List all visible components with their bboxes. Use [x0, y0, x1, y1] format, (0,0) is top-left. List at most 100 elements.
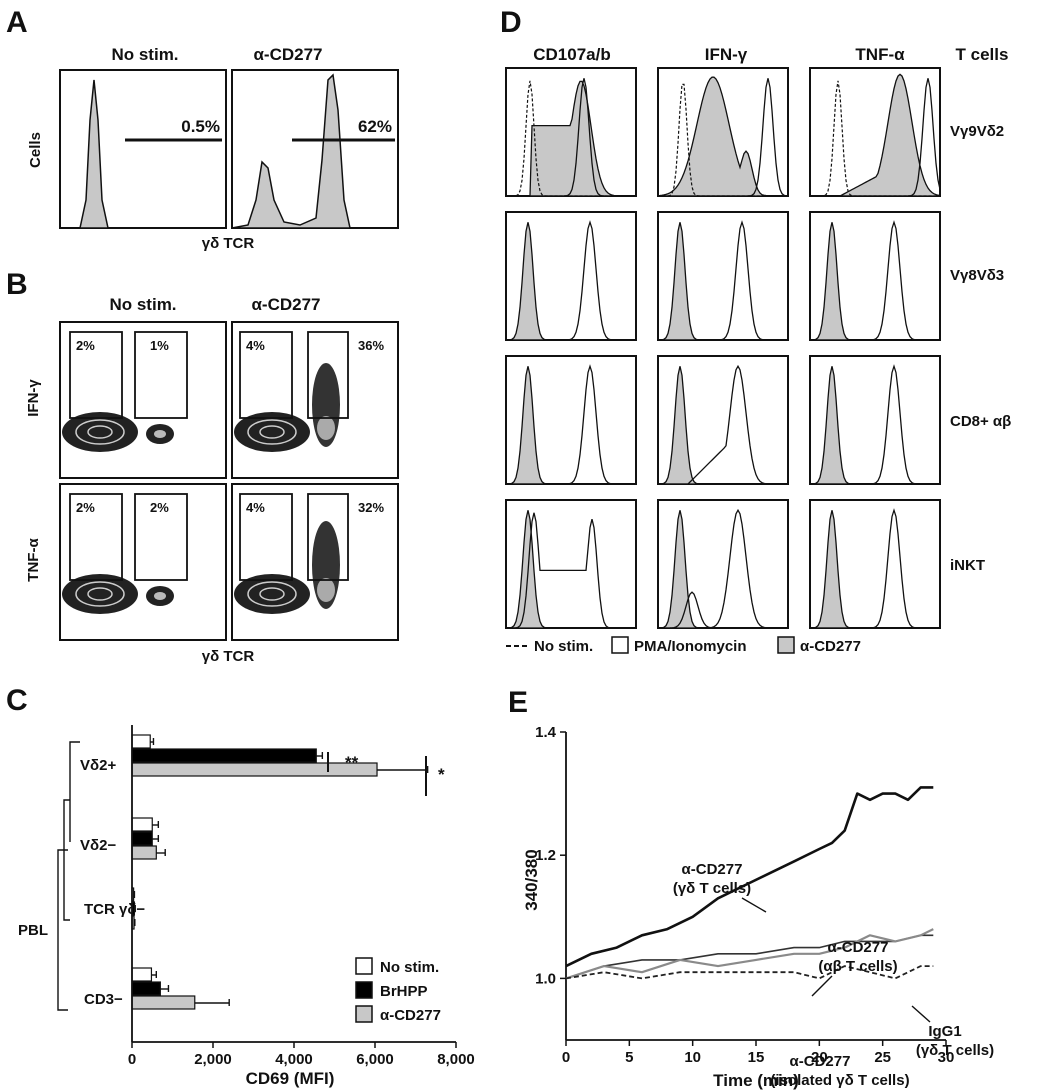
- panel-c-x-tick-label: 4,000: [275, 1051, 313, 1068]
- panel-c-bar: [131, 845, 157, 860]
- panel-e-annotation-2: (γδ T cells): [673, 880, 751, 897]
- panel-b-gate-r1c1-b: 1%: [150, 338, 169, 353]
- panel-a-y-label: Cells: [27, 132, 44, 168]
- panel-d-histogram-cell: [809, 211, 941, 341]
- panel-b-gate-r2c2-b: 32%: [358, 500, 384, 515]
- panel-c-legend-label-3: α-CD277: [380, 1007, 441, 1024]
- panel-c-row-label-2: Vδ2−: [80, 837, 116, 854]
- panel-c-row-label-1: Vδ2+: [80, 757, 116, 774]
- panel-d-open-histogram: [658, 220, 788, 341]
- panel-c-bar: [131, 995, 196, 1010]
- panel-e-annotation-1: α-CD277: [682, 861, 743, 878]
- panel-e-x-tick-label: 20: [811, 1049, 828, 1066]
- panel-d-histogram-grid: [505, 67, 941, 629]
- panel-a-col-title-2: α-CD277: [253, 45, 322, 64]
- panel-c-sig-mark-2: *: [438, 765, 445, 784]
- panel-b-gate-r2c2-a: 4%: [246, 500, 265, 515]
- panel-d-histogram-cell: [657, 499, 789, 629]
- panel-e-annotation-pointer-2: [811, 975, 833, 997]
- panel-e-annotation-5: IgG1: [928, 1023, 961, 1040]
- panel-d-row-label-1: Vγ9Vδ2: [950, 123, 1004, 140]
- panel-c-x-tick-label: 6,000: [356, 1051, 394, 1068]
- panel-d-histogram-cell: [657, 211, 789, 341]
- panel-d-col-title-3: TNF-α: [855, 45, 905, 64]
- panel-c-bar: [131, 981, 161, 996]
- panel-d-histogram-frame: [809, 67, 941, 197]
- panel-b-plot-r1c1: 2% 1%: [59, 321, 227, 479]
- panel-a-x-label: γδ TCR: [202, 235, 255, 252]
- panel-b-gate-r1c2-b: 36%: [358, 338, 384, 353]
- panel-a-hist-peak-2: [231, 73, 351, 229]
- panel-c-sig-mark-1: **: [345, 753, 359, 772]
- panel-d-row-label-2: Vγ8Vδ3: [950, 267, 1004, 284]
- panel-c-legend-label-2: BrHPP: [380, 983, 428, 1000]
- panel-e-y-tick-label: 1.0: [535, 970, 556, 987]
- panel-b-col-title-1: No stim.: [109, 295, 176, 314]
- panel-c-bar: [131, 748, 317, 763]
- panel-c-legend-swatch-1: [355, 957, 373, 975]
- panel-e-y-tick-label: 1.4: [535, 724, 557, 741]
- panel-e-x-tick-label: 0: [562, 1049, 570, 1066]
- panel-d: D CD107a/b IFN-γ TNF-α T cells Vγ9Vδ2 Vγ…: [500, 6, 1011, 655]
- panel-e-series-line: [565, 786, 934, 968]
- panel-d-legend: No stim. PMA/Ionomycin α-CD277: [506, 636, 861, 655]
- panel-c-bar: [131, 817, 153, 832]
- panel-e-x-tick-label: 25: [874, 1049, 891, 1066]
- panel-d-open-histogram: [506, 220, 636, 341]
- panel-c-x-tick-label: 0: [128, 1051, 136, 1068]
- panel-b-row-label-2: TNF-α: [25, 538, 42, 582]
- panel-d-dashed-histogram: [810, 80, 940, 197]
- panel-e: E 340/380 0 5 10 15 20 25 30 1.0 1.2 1.4 Time (min…: [508, 686, 994, 1090]
- panel-a-col-title-1: No stim.: [111, 45, 178, 64]
- panel-e-annotation-3: α-CD277: [828, 939, 889, 956]
- panel-d-open-histogram: [506, 364, 636, 485]
- panel-d-legend-swatch-2: [611, 636, 629, 654]
- panel-c-legend-swatch-3: [355, 1005, 373, 1023]
- panel-e-x-tick-label: 30: [938, 1049, 955, 1066]
- panel-d-legend-swatch-3: [777, 636, 795, 654]
- panel-b-gate-r2c1-a: 2%: [76, 500, 95, 515]
- panel-e-annotation-6: (γδ T cells): [916, 1042, 994, 1059]
- panel-b-plot-r1c2: 4% 36%: [231, 321, 399, 479]
- panel-a-letter: A: [6, 6, 28, 39]
- panel-e-axis: 0 5 10 15 20 25 30 1.0 1.2 1.4 Time (min): [535, 724, 954, 1090]
- panel-d-open-histogram: [658, 364, 788, 485]
- panel-c-legend-swatch-2: [355, 981, 373, 999]
- panel-e-annotation-pointer-1: [741, 897, 767, 913]
- panel-c-bracket-vd2: [69, 741, 80, 842]
- panel-d-letter: D: [500, 6, 522, 39]
- panel-e-lines: [565, 786, 934, 980]
- panel-d-histogram-cell: [809, 67, 941, 197]
- panel-b-plot-r2c2: 4% 32%: [231, 483, 399, 641]
- panel-d-col-title-2: IFN-γ: [705, 45, 748, 64]
- panel-e-annotation-7: α-CD277: [790, 1053, 851, 1070]
- panel-d-histogram-cell: [505, 499, 637, 629]
- panel-b-row-label-1: IFN-γ: [25, 379, 42, 417]
- panel-d-open-histogram: [810, 508, 940, 629]
- panel-d-histogram-cell: [809, 355, 941, 485]
- panel-d-row-label-4: iNKT: [950, 557, 985, 574]
- panel-c-bar: [131, 762, 378, 777]
- panel-a-percent-1: 0.5%: [181, 117, 220, 136]
- panel-c-row-label-4: CD3−: [84, 991, 123, 1008]
- panel-e-annotation-8: (isolated γδ T cells): [770, 1072, 909, 1089]
- panel-b-gate-r1c1-a: 2%: [76, 338, 95, 353]
- panel-c-axis: 0 2,000 4,000 6,000 8,000: [128, 725, 475, 1068]
- panel-c-bar: [131, 967, 153, 982]
- panel-d-col-title-1: CD107a/b: [533, 45, 610, 64]
- panel-d-dashed-histogram: [506, 80, 636, 197]
- panel-c-bar: [131, 831, 153, 846]
- panel-a-hist-peak-1: [60, 79, 109, 229]
- panel-c-x-tick-label: 8,000: [437, 1051, 475, 1068]
- panel-c-legend: No stim. BrHPP α-CD277: [355, 957, 441, 1024]
- panel-e-x-label: Time (min): [713, 1071, 799, 1090]
- panel-d-legend-label-2: PMA/Ionomycin: [634, 638, 747, 655]
- panel-e-y-label: 340/380: [522, 849, 541, 910]
- panel-b-gate-r2c1-b: 2%: [150, 500, 169, 515]
- panel-d-legend-label-3: α-CD277: [800, 638, 861, 655]
- panel-c-x-label: CD69 (MFI): [246, 1069, 335, 1088]
- panel-d-histogram-cell: [505, 211, 637, 341]
- panel-d-histogram-cell: [809, 499, 941, 629]
- panel-d-histogram-cell: [657, 67, 789, 197]
